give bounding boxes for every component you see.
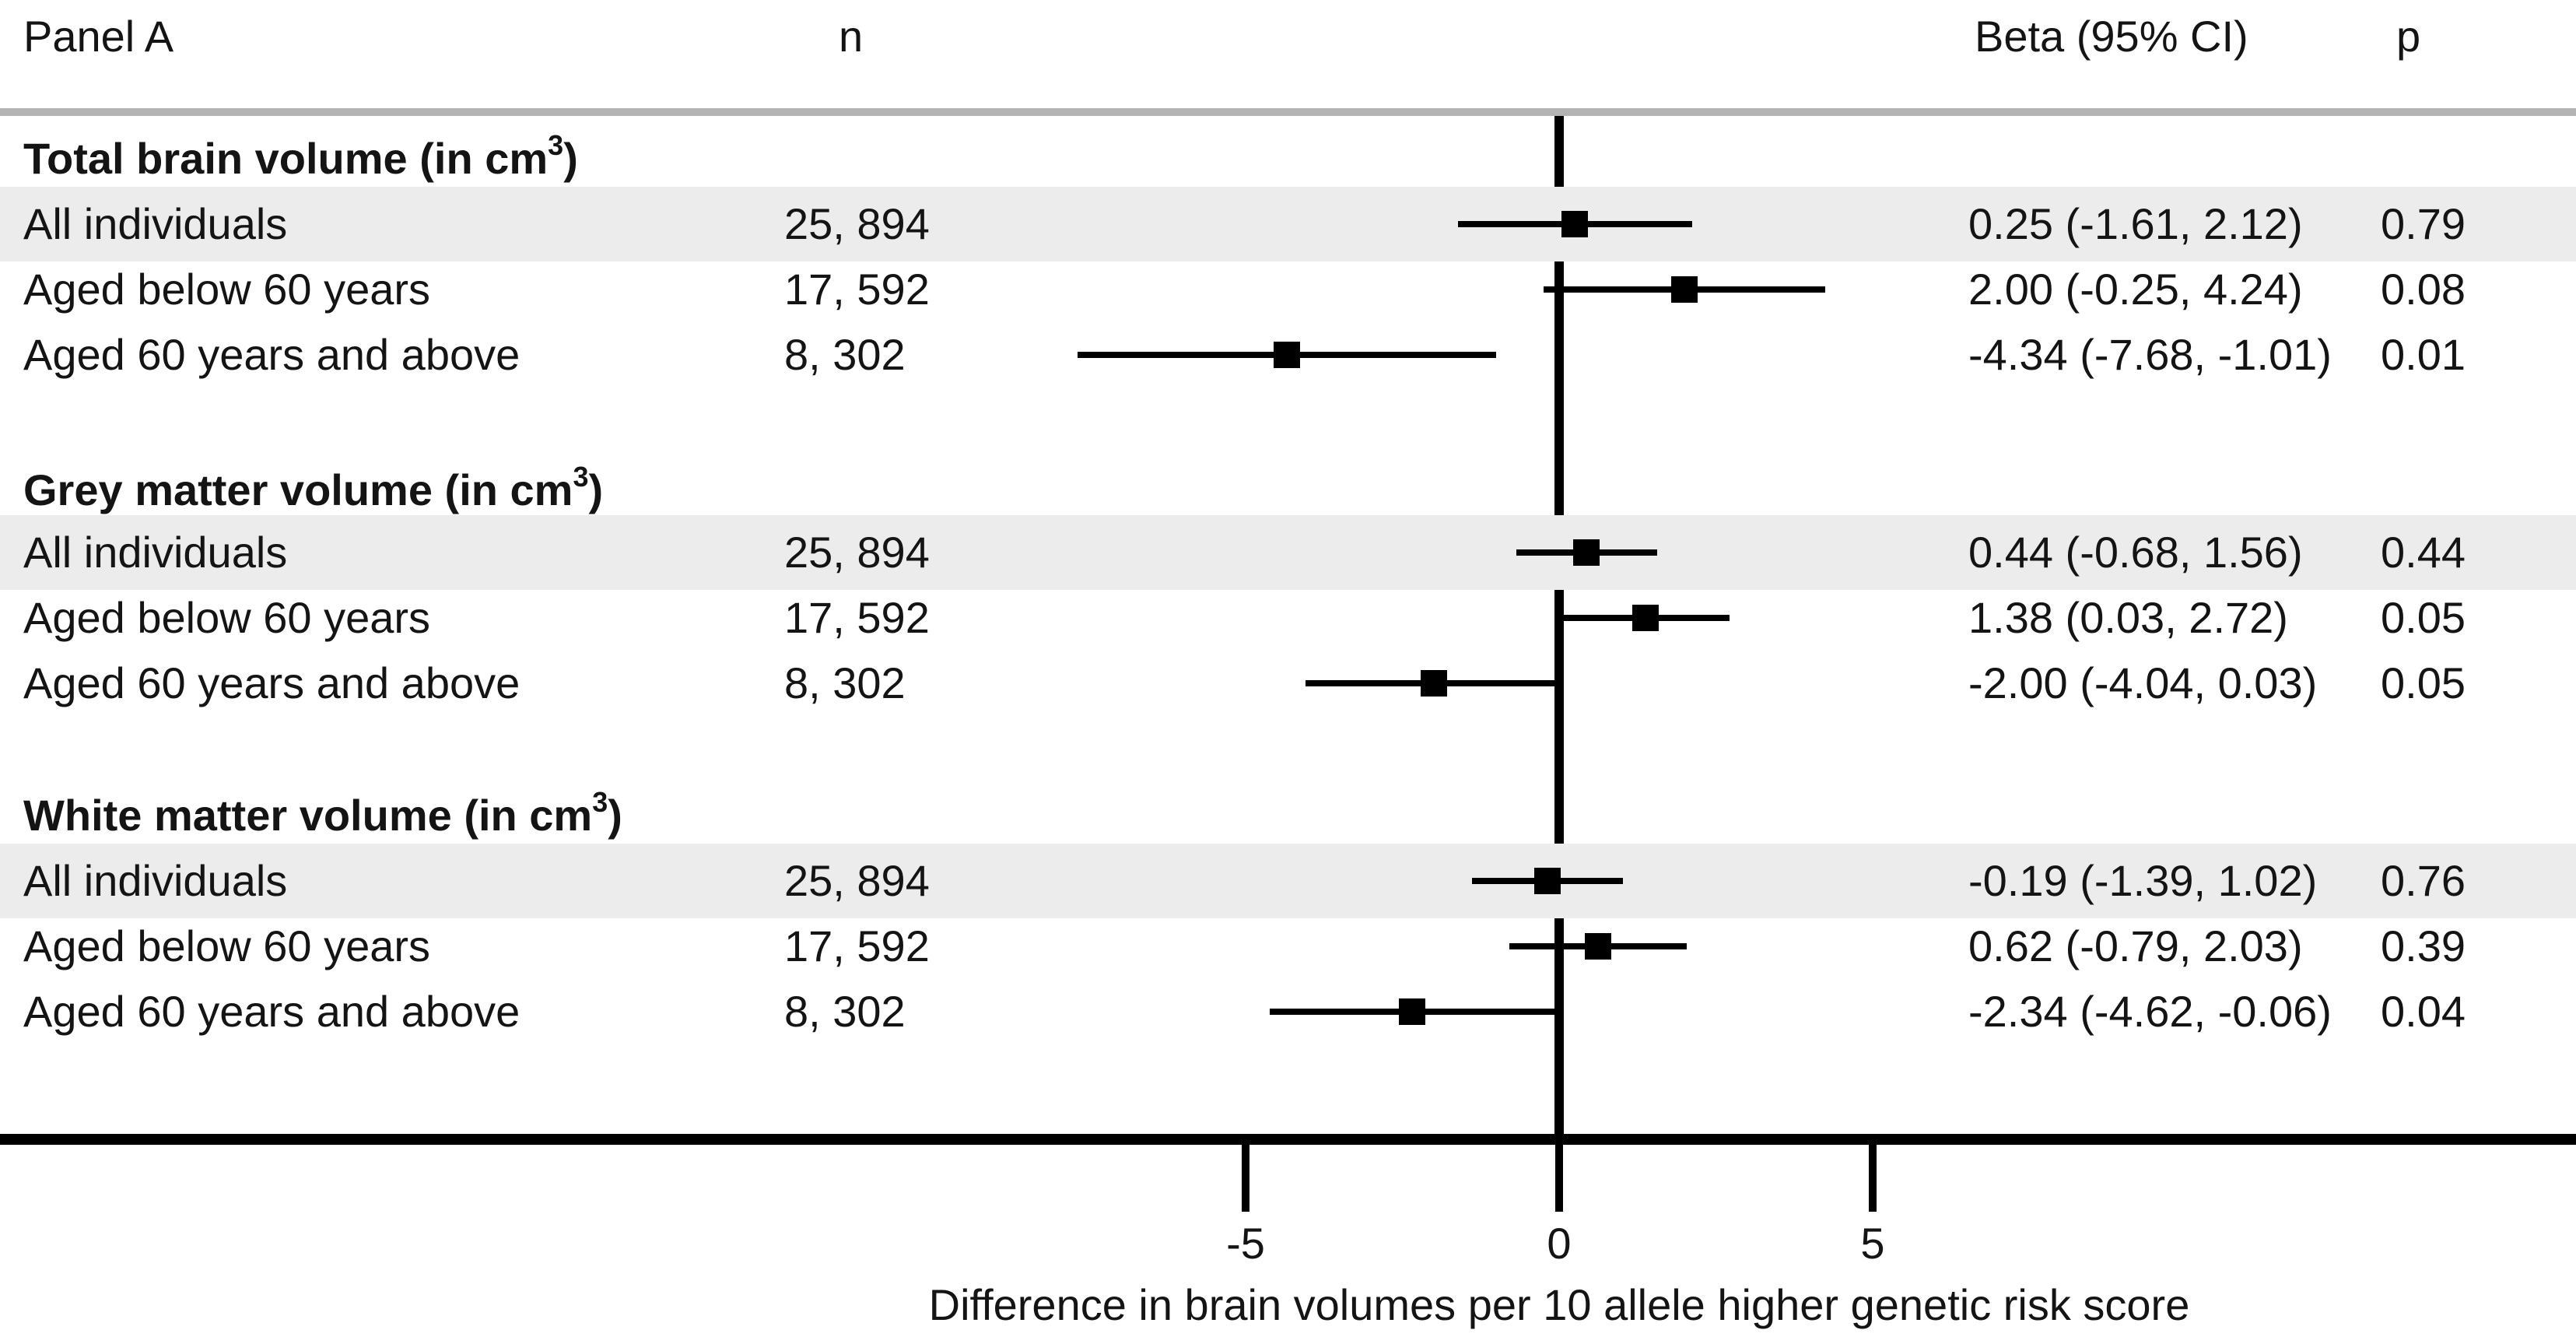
row-label: Aged below 60 years: [23, 593, 431, 642]
column-header-p: p: [2396, 12, 2421, 61]
group-label-text: ): [563, 134, 578, 183]
p-value: 0.05: [2381, 593, 2466, 642]
forest-row: Aged 60 years and above 8, 302 -2.00 (-4.0…: [0, 646, 2576, 721]
forest-row-shaded: All individuals 25, 894 0.25 (-1.61, 2.12)…: [0, 187, 2576, 261]
row-label: All individuals: [23, 528, 288, 577]
row-label: Aged 60 years and above: [23, 987, 520, 1036]
p-value: 0.39: [2381, 921, 2466, 970]
n-value: 8, 302: [784, 987, 906, 1036]
column-header-n: n: [839, 12, 864, 61]
p-value: 0.79: [2381, 199, 2466, 248]
x-axis-title: Difference in brain volumes per 10 allel…: [928, 1280, 2190, 1329]
point-estimate-marker: [1573, 539, 1600, 566]
beta-ci-value: 0.25 (-1.61, 2.12): [1968, 199, 2303, 248]
point-estimate-marker: [1399, 998, 1426, 1025]
superscript-3: 3: [573, 461, 589, 493]
group-header-label: Grey matter volume (in cm3): [23, 453, 603, 533]
superscript-3: 3: [548, 129, 564, 161]
n-value: 17, 592: [784, 593, 930, 642]
x-axis-tick: [1869, 1145, 1877, 1212]
n-value: 25, 894: [784, 199, 930, 248]
forest-row-shaded: All individuals 25, 894 0.44 (-0.68, 1.56)…: [0, 515, 2576, 590]
row-label: Aged below 60 years: [23, 921, 431, 970]
x-axis-tick-label: -5: [1226, 1219, 1265, 1268]
column-header-beta-ci: Beta (95% CI): [1975, 12, 2248, 61]
p-value: 0.44: [2381, 528, 2466, 577]
forest-row: Aged below 60 years 17, 592 2.00 (-0.25, 4…: [0, 252, 2576, 327]
x-axis-line: [0, 1134, 2576, 1145]
point-estimate-marker: [1561, 211, 1589, 237]
forest-row: Aged 60 years and above 8, 302 -4.34 (-7.6…: [0, 318, 2576, 392]
beta-ci-value: -2.34 (-4.62, -0.06): [1968, 987, 2332, 1036]
beta-ci-value: 0.62 (-0.79, 2.03): [1968, 921, 2303, 970]
panel-title: Panel A: [23, 12, 174, 61]
point-estimate-marker: [1274, 342, 1301, 368]
p-value: 0.08: [2381, 265, 2466, 314]
group-header: Total brain volume (in cm3): [0, 121, 2576, 196]
p-value: 0.05: [2381, 658, 2466, 707]
point-estimate-marker: [1420, 670, 1447, 697]
n-value: 17, 592: [784, 265, 930, 314]
x-axis-tick: [1242, 1145, 1249, 1212]
row-label: Aged 60 years and above: [23, 330, 520, 379]
beta-ci-value: 0.44 (-0.68, 1.56): [1968, 528, 2303, 577]
beta-ci-value: -2.00 (-4.04, 0.03): [1968, 658, 2318, 707]
p-value: 0.01: [2381, 330, 2466, 379]
top-rule: [0, 108, 2576, 116]
group-header-label: Total brain volume (in cm3): [23, 121, 578, 202]
x-axis-tick-label: 5: [1860, 1219, 1885, 1268]
n-value: 25, 894: [784, 856, 930, 905]
n-value: 8, 302: [784, 330, 906, 379]
group-label-text: ): [588, 465, 604, 514]
point-estimate-marker: [1671, 276, 1698, 303]
beta-ci-value: 2.00 (-0.25, 4.24): [1968, 265, 2303, 314]
row-label: Aged 60 years and above: [23, 658, 520, 707]
forest-row: Aged below 60 years 17, 592 1.38 (0.03, 2.…: [0, 581, 2576, 655]
p-value: 0.04: [2381, 987, 2466, 1036]
group-label-text: Grey matter volume (in cm: [23, 465, 573, 514]
group-header: White matter volume (in cm3): [0, 778, 2576, 853]
beta-ci-value: -0.19 (-1.39, 1.02): [1968, 856, 2318, 905]
superscript-3: 3: [592, 786, 608, 818]
p-value: 0.76: [2381, 856, 2466, 905]
row-label: All individuals: [23, 199, 288, 248]
point-estimate-marker: [1584, 933, 1611, 960]
row-label: All individuals: [23, 856, 288, 905]
n-value: 8, 302: [784, 658, 906, 707]
group-label-text: White matter volume (in cm: [23, 791, 593, 840]
x-axis-tick-label: 0: [1547, 1219, 1572, 1268]
forest-row: Aged below 60 years 17, 592 0.62 (-0.79, 2…: [0, 909, 2576, 984]
point-estimate-marker: [1533, 868, 1561, 894]
point-estimate-marker: [1632, 605, 1660, 631]
group-label-text: Total brain volume (in cm: [23, 134, 548, 183]
beta-ci-value: 1.38 (0.03, 2.72): [1968, 593, 2288, 642]
forest-row: Aged 60 years and above 8, 302 -2.34 (-4.6…: [0, 974, 2576, 1049]
n-value: 17, 592: [784, 921, 930, 970]
group-header: Grey matter volume (in cm3): [0, 453, 2576, 528]
n-value: 25, 894: [784, 528, 930, 577]
x-axis-tick: [1555, 1145, 1563, 1212]
group-header-label: White matter volume (in cm3): [23, 778, 622, 858]
forest-row-shaded: All individuals 25, 894 -0.19 (-1.39, 1.02…: [0, 844, 2576, 918]
group-label-text: ): [608, 791, 622, 840]
beta-ci-value: -4.34 (-7.68, -1.01): [1968, 330, 2332, 379]
row-label: Aged below 60 years: [23, 265, 431, 314]
